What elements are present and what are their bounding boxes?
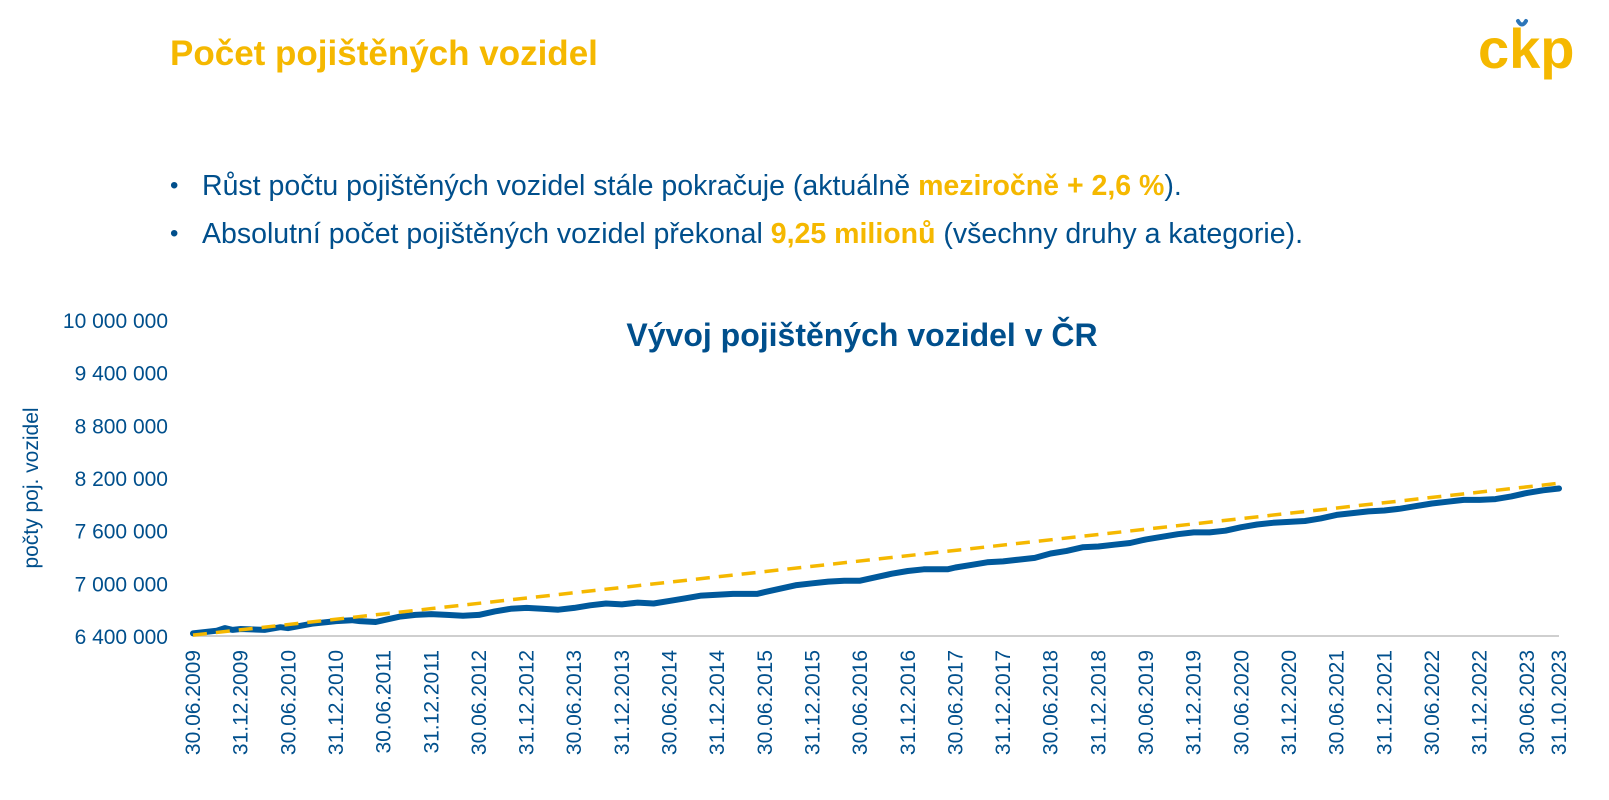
x-tick-label: 31.12.2021 bbox=[1373, 650, 1396, 755]
x-axis-ticks: 30.06.2009 31.12.2009 30.06.2010 31.12.2010… bbox=[182, 650, 1571, 755]
y-tick-label: 9 400 000 bbox=[75, 363, 168, 386]
y-axis-ticks: 6 400 000 7 000 000 7 600 000 8 200 000 8 80… bbox=[63, 310, 168, 649]
bullet-growth-tail: ). bbox=[1164, 170, 1182, 202]
bullet-total-highlight: 9,25 milionů bbox=[770, 218, 936, 250]
x-tick-label: 31.12.2022 bbox=[1469, 650, 1492, 755]
page-title: Počet pojištěných vozidel bbox=[170, 34, 598, 73]
x-tick-label: 31.12.2020 bbox=[1278, 650, 1301, 755]
bullet-growth: Růst počtu pojištěných vozidel stále pok… bbox=[170, 162, 1303, 210]
y-tick-label: 7 000 000 bbox=[75, 573, 168, 596]
y-tick-label: 8 800 000 bbox=[75, 415, 168, 438]
x-tick-label: 30.06.2018 bbox=[1040, 650, 1063, 755]
bullet-total: Absolutní počet pojištěných vozidel přek… bbox=[170, 210, 1303, 258]
y-tick-label: 10 000 000 bbox=[63, 310, 168, 333]
x-tick-label: 30.06.2015 bbox=[754, 650, 777, 755]
x-tick-label: 31.12.2018 bbox=[1087, 650, 1110, 755]
x-tick-label: 30.06.2022 bbox=[1421, 650, 1444, 755]
x-tick-label: 31.12.2009 bbox=[230, 650, 253, 755]
x-tick-label: 30.06.2021 bbox=[1326, 650, 1349, 755]
bullet-list: Růst počtu pojištěných vozidel stále pok… bbox=[170, 162, 1303, 258]
bullet-growth-text: Růst počtu pojištěných vozidel stále pok… bbox=[202, 170, 919, 202]
ckp-logo: ckp bbox=[1478, 17, 1575, 80]
x-tick-label: 30.06.2017 bbox=[944, 650, 967, 755]
y-axis-label: počty poj. vozidel bbox=[20, 407, 43, 568]
x-tick-label: 31.12.2019 bbox=[1183, 650, 1206, 755]
logo-wordmark: ckp bbox=[1478, 17, 1575, 80]
x-tick-label: 31.12.2017 bbox=[992, 650, 1015, 755]
trend-line bbox=[192, 481, 1560, 637]
x-tick-label: 31.12.2016 bbox=[897, 650, 920, 755]
y-tick-label: 7 600 000 bbox=[75, 521, 168, 544]
series-line-insured-vehicles bbox=[190, 485, 1562, 637]
x-tick-label: 30.06.2010 bbox=[277, 650, 300, 755]
insured-vehicles-chart: Vývoj pojištěných vozidel v ČR počty poj… bbox=[20, 310, 1571, 755]
y-tick-label: 6 400 000 bbox=[75, 626, 168, 649]
x-tick-label: 30.06.2023 bbox=[1516, 650, 1539, 755]
chart-title: Vývoj pojištěných vozidel v ČR bbox=[626, 317, 1097, 353]
y-tick-label: 8 200 000 bbox=[75, 468, 168, 491]
x-tick-label: 30.06.2011 bbox=[373, 650, 396, 754]
x-tick-label: 31.12.2013 bbox=[611, 650, 634, 755]
x-tick-label: 31.12.2011 bbox=[420, 650, 443, 754]
x-tick-label: 31.12.2010 bbox=[325, 650, 348, 755]
x-tick-label: 30.06.2020 bbox=[1230, 650, 1253, 755]
x-tick-label: 30.06.2019 bbox=[1135, 650, 1158, 755]
x-tick-label: 30.06.2009 bbox=[182, 650, 205, 755]
bullet-total-text: Absolutní počet pojištěných vozidel přek… bbox=[202, 218, 771, 250]
x-tick-label: 31.12.2014 bbox=[706, 650, 729, 755]
bullet-growth-highlight: meziročně + 2,6 % bbox=[918, 170, 1165, 202]
x-tick-label: 30.06.2012 bbox=[468, 650, 491, 755]
x-tick-label: 30.06.2016 bbox=[849, 650, 872, 755]
x-tick-label: 30.06.2014 bbox=[659, 650, 682, 755]
series-layer bbox=[190, 481, 1562, 637]
x-tick-label: 31.10.2023 bbox=[1548, 650, 1571, 755]
logo-hacek bbox=[1516, 19, 1528, 27]
bullet-total-tail: (všechny druhy a kategorie). bbox=[935, 218, 1303, 250]
x-tick-label: 30.06.2013 bbox=[563, 650, 586, 755]
x-tick-label: 31.12.2015 bbox=[801, 650, 824, 755]
x-tick-label: 31.12.2012 bbox=[516, 650, 539, 755]
